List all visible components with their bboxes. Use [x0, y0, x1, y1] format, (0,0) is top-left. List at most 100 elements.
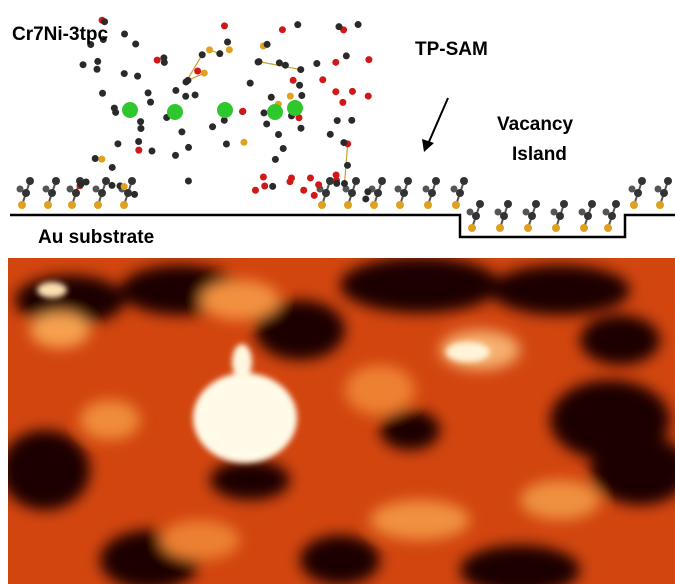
atom	[172, 152, 179, 159]
atom	[206, 46, 213, 53]
atom	[297, 66, 304, 73]
bright-region	[160, 520, 240, 560]
dark-region	[380, 410, 440, 450]
atom	[121, 70, 128, 77]
molecule-label: Cr7Ni-3tpc	[12, 24, 109, 45]
carbon-atom	[460, 177, 468, 185]
sulfur-atom	[580, 224, 588, 232]
atom	[216, 50, 223, 57]
sulfur-atom	[604, 224, 612, 232]
bright-spot	[37, 282, 67, 298]
dark-region	[580, 315, 660, 365]
adsorbed-molecule	[232, 344, 252, 380]
atom	[286, 178, 293, 185]
carbon-atom	[43, 186, 50, 193]
carbon-atom	[476, 200, 484, 208]
carbon-atom	[26, 177, 34, 185]
atom	[343, 52, 350, 59]
atom	[80, 61, 87, 68]
carbon-atom	[93, 186, 100, 193]
sulfur-atom	[468, 224, 476, 232]
atom	[362, 195, 369, 202]
carbon-atom	[395, 186, 402, 193]
atom	[272, 156, 279, 163]
atom	[111, 105, 118, 112]
substrate-label: Au substrate	[38, 227, 154, 248]
sulfur-atom	[344, 201, 352, 209]
atom	[154, 57, 161, 64]
carbon-atom	[504, 200, 512, 208]
sulfur-atom	[318, 201, 326, 209]
carbon-atom	[451, 186, 458, 193]
atom	[192, 91, 199, 98]
atom	[148, 147, 155, 154]
sulfur-atom	[552, 224, 560, 232]
atom	[199, 51, 206, 58]
carbon-atom	[52, 177, 60, 185]
dark-region	[300, 535, 380, 584]
atom	[247, 80, 254, 87]
atom	[348, 117, 355, 124]
atom	[92, 155, 99, 162]
carbon-atom	[551, 209, 558, 216]
atom	[83, 179, 90, 186]
atom	[334, 117, 341, 124]
atom	[260, 173, 267, 180]
sulfur-atom	[496, 224, 504, 232]
carbon-atom	[404, 177, 412, 185]
metal-atom	[167, 104, 183, 120]
carbon-atom	[603, 209, 610, 216]
atom	[223, 141, 230, 148]
atom	[145, 89, 152, 96]
sulfur-atom	[68, 201, 76, 209]
carbon-atom	[638, 177, 646, 185]
atom	[182, 93, 189, 100]
atom	[99, 90, 106, 97]
atom	[339, 99, 346, 106]
atom	[252, 187, 259, 194]
dark-region	[340, 257, 500, 313]
atom	[147, 99, 154, 106]
carbon-atom	[326, 177, 334, 185]
atom	[260, 109, 267, 116]
atom	[276, 59, 283, 66]
atom	[114, 140, 121, 147]
atom	[209, 123, 216, 130]
atom	[201, 70, 208, 77]
atom	[319, 76, 326, 83]
sulfur-atom	[370, 201, 378, 209]
vacancy-label: Vacancy	[497, 114, 573, 135]
atom	[178, 128, 185, 135]
sulfur-atom	[656, 201, 664, 209]
atom	[132, 41, 139, 48]
carbon-atom	[523, 209, 530, 216]
carbon-atom	[102, 177, 110, 185]
sulfur-atom	[424, 201, 432, 209]
atom	[344, 162, 351, 169]
bright-region	[370, 500, 470, 540]
atom	[134, 73, 141, 80]
atom	[349, 88, 356, 95]
atom	[255, 58, 262, 65]
atom	[98, 156, 105, 163]
bright-spot	[446, 342, 490, 362]
atom	[300, 187, 307, 194]
dark-region	[210, 460, 290, 500]
carbon-atom	[352, 177, 360, 185]
atom	[185, 144, 192, 151]
atom	[172, 87, 179, 94]
atom	[275, 131, 282, 138]
sulfur-atom	[524, 224, 532, 232]
carbon-atom	[495, 209, 502, 216]
sulfur-atom	[120, 201, 128, 209]
metal-atom	[287, 100, 303, 116]
bright-region	[345, 365, 415, 415]
carbon-atom	[612, 200, 620, 208]
sulfur-atom	[94, 201, 102, 209]
atom	[315, 181, 322, 188]
carbon-atom	[423, 186, 430, 193]
atom	[268, 94, 275, 101]
atom	[108, 182, 115, 189]
atom	[94, 58, 101, 65]
bright-region	[200, 280, 280, 320]
